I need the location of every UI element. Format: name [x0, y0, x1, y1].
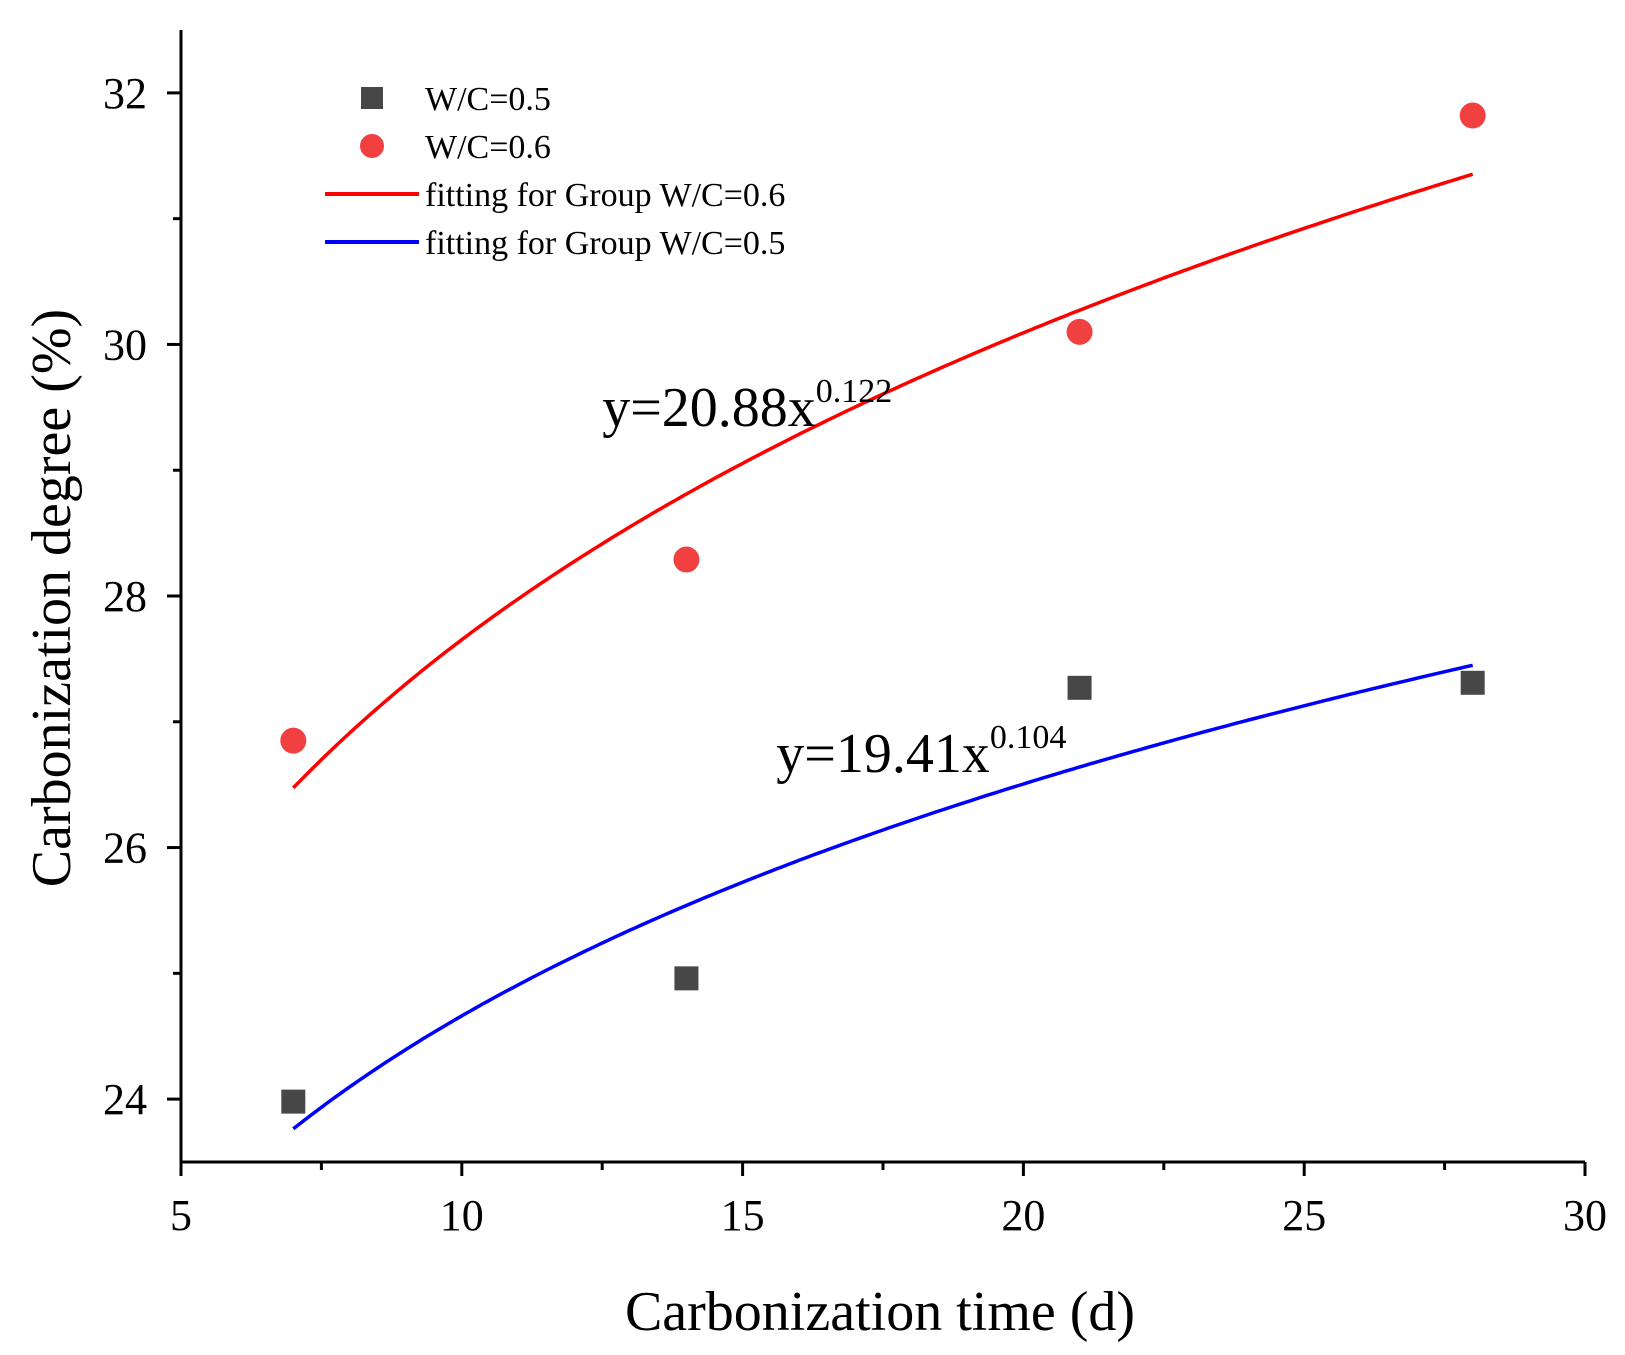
legend-marker-circle [360, 134, 384, 158]
x-tick-label: 25 [1282, 1191, 1326, 1240]
x-tick-label: 5 [170, 1191, 192, 1240]
x-tick-label: 10 [440, 1191, 484, 1240]
equation-base: y=20.88x [602, 377, 816, 439]
y-tick-label: 30 [103, 320, 147, 369]
data-point-wc05 [1067, 675, 1092, 700]
legend-label: W/C=0.5 [425, 81, 551, 118]
data-point-wc06 [280, 727, 307, 754]
equation-exponent: 0.104 [990, 719, 1067, 756]
data-point-wc06 [1459, 102, 1486, 129]
data-marks [280, 102, 1486, 1131]
y-axis-title: Carbonization degree (%) [21, 309, 83, 887]
x-axis-title: Carbonization time (d) [625, 1281, 1135, 1343]
x-tick-label: 20 [1001, 1191, 1045, 1240]
equation-exponent: 0.122 [816, 373, 893, 410]
data-point-wc05 [674, 966, 699, 991]
y-tick-label: 24 [103, 1075, 147, 1124]
y-tick-label: 26 [103, 824, 147, 873]
legend: W/C=0.5 W/C=0.6 fitting for Group W/C=0.6 f… [325, 81, 785, 262]
data-point-wc06 [673, 546, 700, 573]
fit-curve-wc06 [292, 172, 1474, 790]
x-tick-label: 30 [1563, 1191, 1607, 1240]
equation-base: y=19.41x [776, 723, 990, 785]
y-tick-label: 28 [103, 572, 147, 621]
x-tick-label: 15 [721, 1191, 765, 1240]
legend-label: fitting for Group W/C=0.6 [425, 177, 785, 214]
y-tick-label: 32 [103, 69, 147, 118]
eq-red-label: y=20.88x0.122 [602, 373, 892, 439]
fit-curve-wc05 [292, 663, 1474, 1131]
legend-label: fitting for Group W/C=0.5 [425, 225, 785, 262]
axes: 5 10 15 20 25 30 24 26 28 30 32 [103, 30, 1607, 1240]
legend-marker-square [361, 87, 383, 109]
data-point-wc05 [1460, 670, 1485, 695]
data-point-wc05 [281, 1089, 306, 1114]
data-point-wc06 [1066, 318, 1093, 345]
legend-label: W/C=0.6 [425, 129, 551, 166]
eq-blue-label: y=19.41x0.104 [776, 719, 1066, 785]
annotations: y=20.88x0.122 y=19.41x0.104 [602, 373, 1066, 785]
